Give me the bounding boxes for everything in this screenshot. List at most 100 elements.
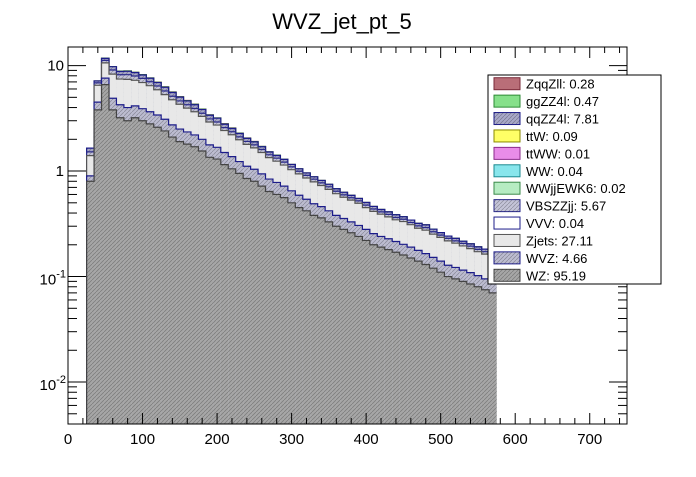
bar-hatch-wz bbox=[399, 255, 408, 424]
legend: ZqqZll: 0.28 ggZZ4l: 0.47 qqZZ4l: 7.81 ttW:… bbox=[487, 74, 662, 285]
legend-swatch-ttww bbox=[493, 146, 521, 160]
bar-hatch-wz bbox=[258, 186, 266, 424]
bar-hatch-wz bbox=[153, 127, 162, 424]
bar-hatch-wz bbox=[340, 229, 348, 424]
legend-swatch-hatch bbox=[494, 199, 520, 212]
legend-swatch-ww bbox=[493, 164, 521, 178]
bar-hatch-wz bbox=[138, 120, 147, 424]
bar-hatch-wz bbox=[205, 157, 214, 424]
legend-swatch-hatch bbox=[494, 269, 520, 282]
bar-hatch-wz bbox=[243, 178, 251, 424]
x-tick-label: 100 bbox=[130, 431, 155, 448]
bar-hatch-wz bbox=[392, 252, 400, 424]
bar-hatch-wz bbox=[347, 232, 355, 424]
x-tick-label: 500 bbox=[428, 431, 453, 448]
legend-swatch-ttw bbox=[493, 129, 521, 143]
bar-hatch-wz bbox=[407, 257, 415, 424]
bar-hatch-wz bbox=[332, 226, 341, 424]
bar-hatch-wz bbox=[116, 117, 124, 424]
bar-hatch-wz bbox=[250, 181, 259, 424]
bar-hatch-wz bbox=[295, 207, 303, 424]
y-tick-label: 10 bbox=[47, 58, 64, 75]
x-tick-label: 700 bbox=[577, 431, 602, 448]
outline-wvz bbox=[86, 77, 497, 424]
bar-hatch-wz bbox=[198, 150, 206, 424]
legend-swatch-zqqzll bbox=[493, 77, 521, 91]
bar-hatch-wz bbox=[466, 283, 475, 424]
bar-hatch-wz bbox=[228, 168, 236, 424]
x-tick-label: 400 bbox=[354, 431, 379, 448]
bar-hatch-wz bbox=[317, 217, 326, 424]
bar-hatch-wz bbox=[422, 264, 430, 424]
bar-hatch-wz bbox=[436, 272, 445, 424]
bar-hatch-wz bbox=[369, 244, 378, 424]
legend-swatch-ggzz4l bbox=[493, 94, 521, 108]
bar-hatch-wz bbox=[310, 215, 318, 424]
bar-hatch-wz bbox=[384, 249, 393, 424]
bar-hatch-wz bbox=[86, 181, 95, 424]
bar-hatch-wz bbox=[459, 281, 467, 424]
bar-hatch-wz bbox=[414, 261, 423, 424]
series-wz bbox=[86, 84, 497, 424]
bar-hatch-wz bbox=[354, 236, 363, 424]
bar-hatch-wz bbox=[123, 120, 132, 424]
bar-hatch-wz bbox=[176, 141, 184, 424]
bar-hatch-wz bbox=[325, 221, 333, 424]
legend-label-wvz: WVZ: 4.66 bbox=[526, 251, 587, 266]
bar-hatch-wz bbox=[146, 123, 154, 424]
bar-hatch-wz bbox=[131, 117, 139, 424]
bar-hatch-wz bbox=[213, 159, 221, 424]
legend-label-ttww: ttWW: 0.01 bbox=[526, 146, 590, 161]
bar-hatch-wz bbox=[168, 137, 177, 424]
x-tick-label: 0 bbox=[64, 431, 72, 448]
bar-hatch-wz bbox=[101, 84, 109, 424]
legend-swatch-hatch bbox=[494, 251, 520, 264]
legend-swatch-zjets bbox=[493, 233, 521, 247]
bar-hatch-wz bbox=[272, 194, 281, 424]
bar-hatch-wz bbox=[265, 191, 273, 424]
legend-box bbox=[487, 74, 662, 285]
bar-hatch-wz bbox=[451, 278, 460, 424]
outline-zjets bbox=[86, 62, 497, 424]
legend-label-ww: WW: 0.04 bbox=[526, 164, 583, 179]
legend-label-vvv: VVV: 0.04 bbox=[526, 216, 584, 231]
bar-hatch-wz bbox=[489, 292, 497, 424]
bar-hatch-wz bbox=[302, 210, 311, 424]
bar-hatch-wz bbox=[481, 289, 490, 424]
plot-area bbox=[68, 47, 627, 424]
legend-label-vbszzjj: VBSZZjj: 5.67 bbox=[526, 199, 606, 214]
bar-hatch-wz bbox=[280, 197, 288, 424]
bar-hatch-wz bbox=[287, 202, 296, 424]
legend-label-ttw: ttW: 0.09 bbox=[526, 129, 578, 144]
legend-label-wz: WZ: 95.19 bbox=[526, 268, 586, 283]
bar-hatch-wz bbox=[183, 144, 191, 424]
bar-hatch-wz bbox=[362, 240, 370, 424]
chart-title: WVZ_jet_pt_5 bbox=[272, 9, 411, 34]
legend-swatch-vvv bbox=[493, 216, 521, 230]
bar-hatch-wz bbox=[377, 247, 385, 424]
bar-hatch-wz bbox=[161, 130, 169, 424]
legend-swatch-hatch bbox=[494, 112, 520, 125]
x-tick-label: 600 bbox=[503, 431, 528, 448]
legend-label-wwjjewk6: WWjjEWK6: 0.02 bbox=[526, 181, 626, 196]
y-tick-label: 1 bbox=[56, 163, 64, 180]
bar-hatch-wz bbox=[108, 109, 117, 424]
x-tick-label: 300 bbox=[279, 431, 304, 448]
bar-hatch-wz bbox=[94, 109, 102, 424]
x-tick-label: 200 bbox=[205, 431, 230, 448]
outline-wz bbox=[86, 84, 497, 424]
bar-hatch-wz bbox=[235, 173, 244, 424]
legend-label-ggzz4l: ggZZ4l: 0.47 bbox=[526, 94, 599, 109]
y-tick-label: 10-1 bbox=[40, 269, 66, 289]
bar-hatch-wz bbox=[190, 146, 199, 424]
legend-label-zjets: Zjets: 27.11 bbox=[526, 233, 593, 248]
bar-hatch-wz bbox=[429, 268, 437, 424]
legend-label-qqzz4l: qqZZ4l: 7.81 bbox=[526, 112, 599, 127]
bar-hatch-wz bbox=[220, 164, 229, 424]
y-tick-label: 10-2 bbox=[40, 374, 66, 394]
legend-swatch-wwjjewk6 bbox=[493, 181, 521, 195]
bar-hatch-wz bbox=[444, 276, 452, 424]
legend-label-zqqzll: ZqqZll: 0.28 bbox=[526, 77, 595, 92]
